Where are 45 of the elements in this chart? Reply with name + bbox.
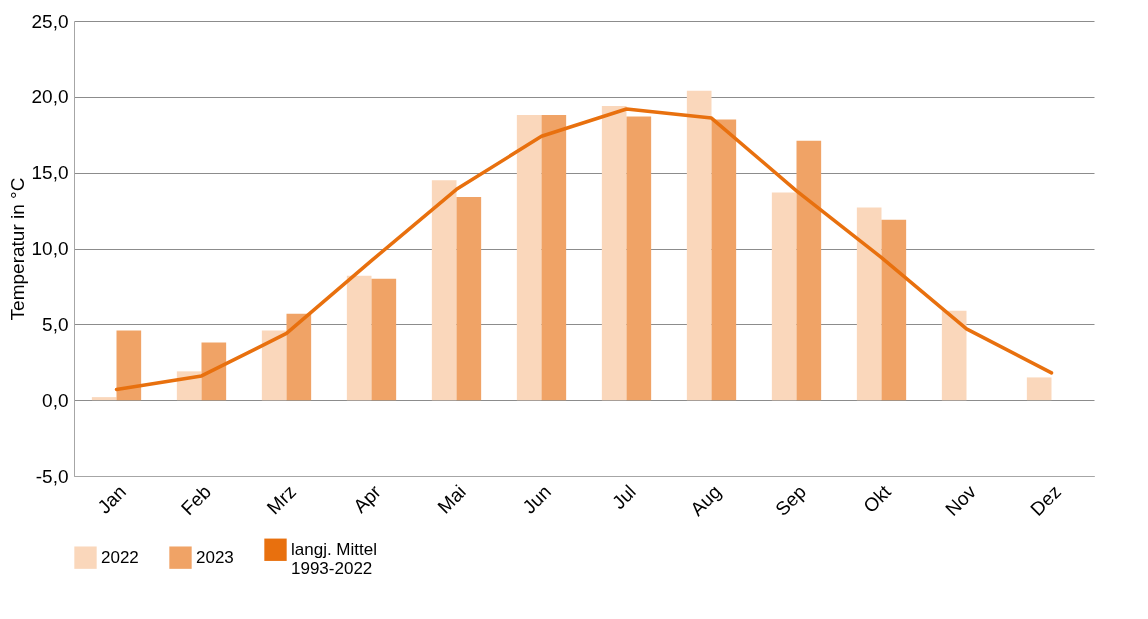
bar xyxy=(601,105,627,401)
x-tick-label: Jun xyxy=(518,481,555,518)
x-tick-label: Apr xyxy=(349,480,386,517)
legend-label: langj. Mittel 1993-2022 xyxy=(291,539,377,578)
y-tick-label: 10,0 xyxy=(31,238,69,259)
bar xyxy=(881,219,907,401)
bar xyxy=(431,180,457,401)
y-tick-label: 5,0 xyxy=(42,313,69,335)
bar xyxy=(941,310,967,401)
bar xyxy=(286,313,312,401)
bar xyxy=(771,192,797,401)
y-tick-label: 25,0 xyxy=(31,10,69,32)
bar xyxy=(456,196,482,401)
x-tick-label: Sep xyxy=(771,481,810,520)
y-tick-label: -5,0 xyxy=(35,465,69,487)
x-tick-label: Dez xyxy=(1026,481,1065,520)
bar xyxy=(346,275,372,401)
bar xyxy=(371,278,397,401)
bar xyxy=(686,90,712,401)
bar xyxy=(1026,377,1052,401)
bar xyxy=(856,207,882,401)
x-tick-label: Feb xyxy=(176,481,215,520)
x-tick-label: Mai xyxy=(433,481,470,518)
bar xyxy=(516,115,542,401)
bar xyxy=(796,140,822,401)
bar xyxy=(116,330,142,401)
y-tick-label: 20,0 xyxy=(31,86,69,108)
y-tick-label: 0,0 xyxy=(42,389,69,411)
x-tick-label: Nov xyxy=(941,480,981,520)
bar xyxy=(626,116,652,401)
y-tick-label: 15,0 xyxy=(31,162,69,184)
x-tick-label: Jul xyxy=(607,481,640,514)
legend-label: 2022 xyxy=(101,547,139,567)
x-tick-label: Aug xyxy=(686,481,725,520)
bar xyxy=(201,342,227,401)
x-tick-label: Mrz xyxy=(262,481,300,519)
bar xyxy=(711,119,737,401)
x-tick-label: Jan xyxy=(93,481,130,518)
y-axis-title: Temperatur in °C xyxy=(6,177,28,321)
x-tick-label: Okt xyxy=(859,480,896,517)
bar xyxy=(541,115,567,401)
bar xyxy=(91,397,117,401)
bar xyxy=(261,330,287,401)
legend-label: 2023 xyxy=(196,547,234,567)
line-series xyxy=(114,107,1054,392)
